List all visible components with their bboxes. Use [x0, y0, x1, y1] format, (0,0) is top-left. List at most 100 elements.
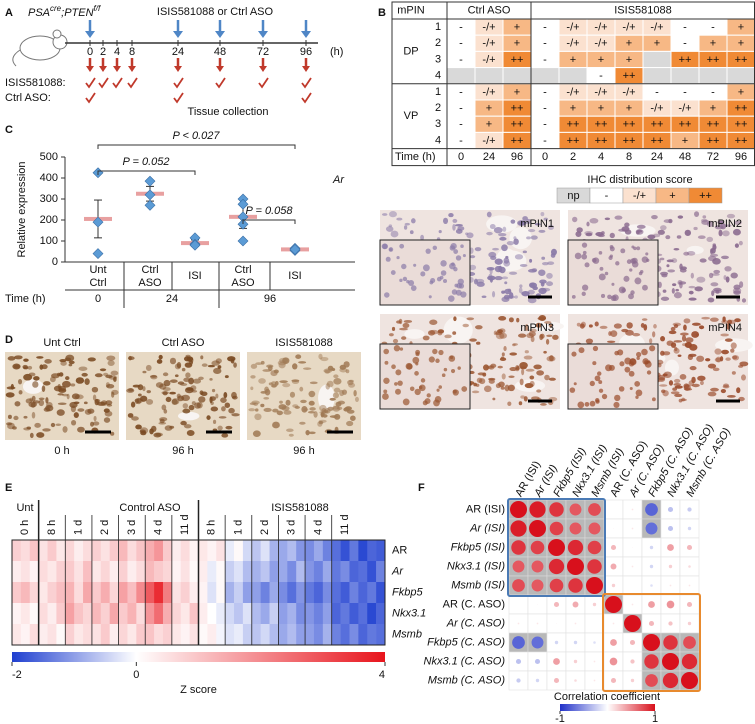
- heatmap-cell: [136, 561, 146, 583]
- nucleus: [128, 355, 132, 361]
- score-label: ++: [623, 135, 636, 147]
- image-time: 0 h: [54, 445, 69, 457]
- nucleus: [597, 234, 605, 238]
- nucleus: [508, 317, 514, 323]
- heatmap-cell: [207, 603, 217, 625]
- nucleus: [679, 268, 687, 273]
- nucleus: [544, 374, 550, 381]
- nucleus: [450, 368, 456, 374]
- heatmap-cell: [207, 561, 217, 583]
- nucleus: [646, 370, 652, 375]
- nucleus: [329, 397, 336, 401]
- nucleus: [679, 263, 683, 270]
- nucleus: [732, 287, 742, 294]
- heatmap-cell: [269, 603, 279, 625]
- nucleus: [426, 393, 431, 398]
- correlation-dot: [610, 544, 617, 551]
- heatmap-cell: [225, 603, 235, 625]
- heatmap-cell: [269, 561, 279, 583]
- heatmap-cell: [162, 582, 173, 604]
- heatmap-border: [11, 539, 386, 646]
- score-label: -: [711, 86, 715, 98]
- nucleus: [691, 322, 701, 326]
- nucleus: [501, 244, 508, 252]
- nucleus: [730, 272, 738, 279]
- nucleus: [665, 235, 671, 240]
- nucleus: [62, 426, 68, 433]
- nucleus: [258, 378, 266, 384]
- nucleus: [228, 407, 235, 414]
- nucleus: [683, 324, 687, 331]
- nucleus: [524, 324, 529, 331]
- nucleus: [291, 379, 300, 383]
- nucleus: [318, 353, 323, 360]
- nucleus: [527, 229, 536, 233]
- nucleus: [295, 354, 302, 359]
- x-tick-label: Ctrl: [234, 264, 251, 276]
- nucleus: [232, 395, 238, 400]
- check-mark: [112, 77, 123, 89]
- score-label: -: [683, 22, 687, 34]
- nucleus: [666, 264, 670, 268]
- heatmap-cell: [322, 540, 333, 562]
- correlation-dot: [574, 679, 577, 682]
- nucleus: [455, 255, 462, 261]
- nucleus: [604, 217, 611, 221]
- nucleus: [382, 393, 389, 400]
- correlation-dot: [553, 658, 560, 665]
- nucleus: [623, 275, 630, 282]
- nucleus: [149, 428, 154, 435]
- correlation-dot: [605, 596, 622, 613]
- heatmap-cell: [100, 603, 110, 625]
- heatmap-cell: [20, 540, 31, 562]
- heatmap-cell: [278, 582, 288, 604]
- heatmap-cell: [154, 540, 164, 562]
- nucleus: [183, 424, 192, 429]
- check-mark: [127, 77, 138, 89]
- heatmap-cell: [313, 561, 324, 583]
- nucleus: [87, 357, 96, 362]
- nucleus: [279, 380, 288, 384]
- nucleus: [430, 278, 436, 284]
- nucleus: [18, 378, 23, 385]
- image-title: ISIS581088: [275, 337, 333, 349]
- score-label: +: [654, 38, 660, 50]
- heatmap-cell: [180, 624, 190, 646]
- row-label: Msmb (ISI): [451, 579, 505, 591]
- score-label: ++: [511, 119, 524, 131]
- heatmap-cell: [162, 561, 173, 583]
- injection-arrow: [301, 31, 311, 38]
- nucleus: [186, 429, 195, 437]
- nucleus: [529, 380, 535, 387]
- heatmap-cell: [189, 540, 199, 562]
- nucleus: [607, 340, 616, 343]
- genotype-part: cre: [50, 4, 62, 13]
- heatmap-cell: [38, 540, 48, 562]
- nucleus: [105, 374, 113, 379]
- lumen: [318, 384, 335, 412]
- nucleus: [77, 408, 85, 412]
- nucleus: [318, 419, 327, 423]
- nucleus: [506, 241, 515, 246]
- time-value: 96: [264, 293, 276, 305]
- nucleus: [476, 341, 481, 345]
- heatmap-cell: [322, 624, 333, 646]
- injection-arrow: [85, 31, 95, 38]
- score-label: -/+: [566, 22, 579, 34]
- nucleus: [339, 364, 347, 370]
- nucleus: [333, 387, 341, 393]
- nucleus: [536, 389, 542, 393]
- nucleus: [209, 396, 213, 404]
- nucleus: [183, 356, 191, 362]
- heatmap-cell: [207, 624, 217, 646]
- nucleus: [518, 220, 527, 226]
- nucleus: [734, 318, 741, 323]
- row-label: Nkx3.1 (C. ASO): [424, 655, 506, 667]
- score-label: ++: [651, 119, 664, 131]
- nucleus: [481, 295, 487, 299]
- nucleus: [683, 318, 691, 324]
- nucleus: [649, 345, 656, 352]
- nucleus: [521, 368, 525, 376]
- nucleus: [502, 226, 507, 232]
- row-label: AR (C. ASO): [443, 598, 505, 610]
